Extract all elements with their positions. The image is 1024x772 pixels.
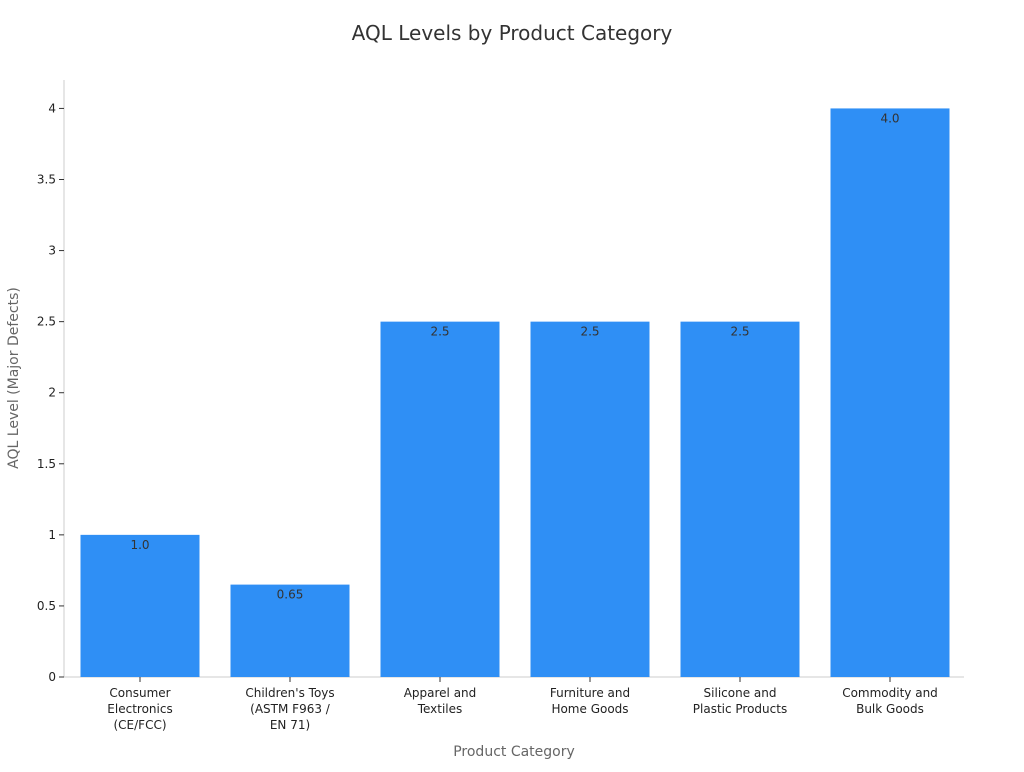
y-tick-label: 3 — [48, 244, 56, 258]
x-tick-label: Apparel and Textiles — [404, 686, 477, 716]
y-tick-label: 1 — [48, 528, 56, 542]
y-tick-label: 2 — [48, 386, 56, 400]
y-tick-label: 0.5 — [37, 599, 56, 613]
bar-value-label: 4.0 — [880, 111, 899, 125]
y-tick-label: 2.5 — [37, 315, 56, 329]
y-tick-label: 4 — [48, 101, 56, 115]
bar — [680, 321, 800, 677]
bar — [230, 584, 350, 677]
chart-title: AQL Levels by Product Category — [352, 21, 673, 45]
x-tick-label: Children's Toys (ASTM F963 /EN 71) — [245, 686, 334, 732]
x-tick-label: Consumer Electronics (CE/FCC) — [107, 686, 172, 732]
bar — [530, 321, 650, 677]
bar-value-labels: 1.0 0.65 2.5 2.5 2.5 4.0 — [130, 111, 899, 601]
x-axis-ticks: Consumer Electronics (CE/FCC) Children's To… — [107, 677, 938, 732]
x-tick-label: Silicone and Plastic Products — [693, 686, 787, 716]
bar — [80, 534, 200, 677]
y-tick-label: 0 — [48, 670, 56, 684]
x-tick-label: Commodity and Bulk Goods — [842, 686, 938, 716]
y-axis-title: AQL Level (Major Defects) — [6, 287, 22, 469]
bars — [80, 108, 950, 677]
x-axis-title: Product Category — [453, 744, 575, 760]
y-axis-ticks: 0 0.5 1 1.5 2 2.5 3 3.5 4 — [37, 101, 64, 684]
bar-value-label: 1.0 — [130, 538, 149, 552]
bar-value-label: 0.65 — [277, 588, 304, 602]
x-tick-label: Furniture and Home Goods — [550, 686, 630, 716]
bar-value-label: 2.5 — [430, 325, 449, 339]
y-tick-label: 1.5 — [37, 457, 56, 471]
y-tick-label: 3.5 — [37, 173, 56, 187]
bar — [830, 108, 950, 677]
bar-value-label: 2.5 — [730, 325, 749, 339]
bar-value-label: 2.5 — [580, 325, 599, 339]
bar — [380, 321, 500, 677]
